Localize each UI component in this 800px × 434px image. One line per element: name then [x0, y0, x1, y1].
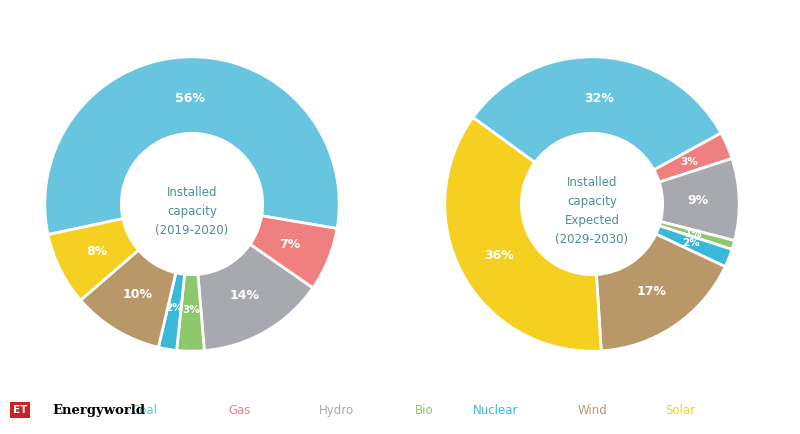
Text: 9%: 9%	[687, 194, 709, 207]
Text: 10%: 10%	[122, 288, 152, 301]
Text: Nuclear: Nuclear	[474, 404, 518, 417]
Wedge shape	[597, 234, 725, 351]
Text: 32%: 32%	[584, 92, 614, 105]
Text: Hydro: Hydro	[318, 404, 354, 417]
Wedge shape	[81, 250, 176, 347]
Text: 8%: 8%	[86, 245, 108, 258]
Wedge shape	[48, 219, 138, 300]
Text: Energyworld: Energyworld	[52, 404, 145, 417]
Text: 2%: 2%	[166, 303, 183, 313]
Wedge shape	[473, 57, 721, 170]
Text: 3%: 3%	[182, 305, 200, 315]
Text: 7%: 7%	[279, 237, 301, 250]
Text: Installed
capacity
(2019-2020): Installed capacity (2019-2020)	[155, 186, 229, 237]
Wedge shape	[177, 274, 204, 351]
Wedge shape	[250, 216, 337, 288]
Text: 2%: 2%	[682, 238, 699, 248]
Text: 14%: 14%	[230, 289, 260, 302]
Text: 36%: 36%	[484, 249, 514, 262]
Text: Gas: Gas	[229, 404, 251, 417]
Text: 1%: 1%	[685, 229, 702, 239]
Wedge shape	[198, 244, 313, 351]
Text: 56%: 56%	[175, 92, 205, 105]
Text: 17%: 17%	[637, 285, 666, 298]
Wedge shape	[158, 273, 185, 350]
Wedge shape	[654, 133, 732, 182]
Text: 3%: 3%	[680, 157, 698, 167]
Text: Solar: Solar	[665, 404, 695, 417]
Wedge shape	[659, 158, 739, 240]
Wedge shape	[445, 118, 602, 351]
Text: Bio: Bio	[414, 404, 434, 417]
Text: Coal: Coal	[131, 404, 157, 417]
Text: Wind: Wind	[577, 404, 607, 417]
Wedge shape	[659, 221, 734, 250]
Text: Installed
capacity
Expected
(2029-2030): Installed capacity Expected (2029-2030)	[555, 176, 629, 247]
Wedge shape	[45, 57, 339, 235]
Text: ET: ET	[13, 405, 27, 415]
Wedge shape	[656, 226, 732, 266]
